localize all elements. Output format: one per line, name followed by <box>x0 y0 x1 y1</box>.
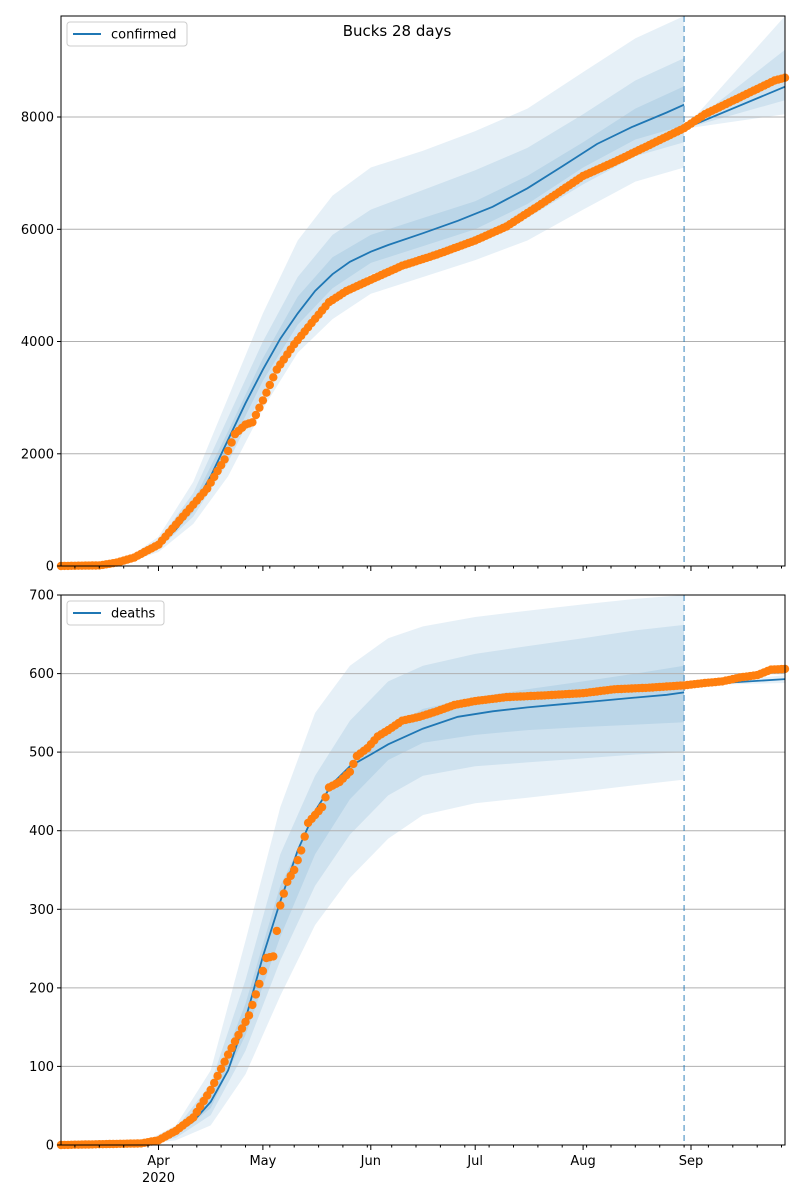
deaths-observed-point <box>255 979 264 989</box>
deaths-observed-point <box>272 926 281 936</box>
confirmed-uncertainty-bands <box>61 16 785 566</box>
deaths-x-tick-label: Aug <box>570 1154 595 1169</box>
confirmed-band-2 <box>61 86 685 566</box>
confirmed-forecast-band-0 <box>684 16 785 129</box>
confirmed-observed-point <box>258 396 268 405</box>
deaths-observed-point <box>279 889 288 898</box>
deaths-observed-point <box>276 901 285 910</box>
confirmed-observed-point <box>269 373 278 382</box>
confirmed-band-0 <box>61 16 685 566</box>
deaths-observed-point <box>248 1000 257 1010</box>
deaths-y-axis: 0 100 200 300 400 500 600 700 <box>29 589 61 1154</box>
confirmed-observed-point <box>265 380 274 390</box>
deaths-uncertainty-bands <box>61 595 785 1145</box>
chart-title: Bucks 28 days <box>343 22 452 40</box>
deaths-x-tick-label: Sep <box>679 1154 704 1169</box>
deaths-y-tick-label: 0 <box>46 1139 54 1154</box>
deaths-observed-point <box>237 1024 247 1033</box>
confirmed-x-axis <box>74 566 782 571</box>
confirmed-band-1 <box>61 58 685 566</box>
confirmed-y-tick-label: 6000 <box>21 223 54 238</box>
deaths-axes-frame <box>60 594 786 1146</box>
deaths-observed-point <box>241 1017 250 1027</box>
deaths-observed-point <box>321 793 330 802</box>
confirmed-legend: confirmed <box>66 21 188 47</box>
confirmed-y-axis: 0 2000 4000 6000 8000 <box>21 111 61 575</box>
confirmed-y-tick-label: 4000 <box>21 335 54 350</box>
deaths-observed-point <box>234 1030 243 1040</box>
deaths-observed-point <box>227 1043 236 1053</box>
confirmed-y-tick-label: 2000 <box>21 447 54 462</box>
deaths-observed-point <box>258 966 268 976</box>
deaths-band-0 <box>61 595 685 1145</box>
confirmed-legend-box <box>66 21 188 47</box>
deaths-observed-point <box>297 846 306 855</box>
deaths-legend: deaths <box>66 600 165 626</box>
confirmed-y-tick-label: 8000 <box>21 111 54 126</box>
deaths-x-axis: Apr 2020 May Jun Jul Aug Sep <box>74 1145 782 1186</box>
deaths-observed-point <box>269 952 278 961</box>
deaths-observed-point <box>244 1011 254 1020</box>
deaths-x-tick-label: Apr <box>147 1154 170 1169</box>
confirmed-observed-point <box>220 455 229 464</box>
deaths-y-tick-label: 500 <box>29 746 54 761</box>
deaths-y-tick-label: 600 <box>29 667 54 682</box>
deaths-x-tick-label: May <box>249 1154 276 1169</box>
deaths-observed-points <box>56 664 790 1150</box>
deaths-observed-point <box>220 1057 229 1066</box>
deaths-legend-box <box>66 600 165 626</box>
confirmed-forecast-band-1 <box>684 49 785 129</box>
deaths-y-tick-label: 700 <box>29 589 54 604</box>
deaths-x-tick-label: Jun <box>360 1154 381 1169</box>
deaths-y-tick-label: 100 <box>29 1060 54 1075</box>
confirmed-axes-frame <box>60 15 786 567</box>
deaths-observed-point <box>300 832 309 841</box>
confirmed-y-tick-label: 0 <box>46 560 54 575</box>
confirmed-observed-point <box>255 403 264 412</box>
deaths-observed-point <box>317 802 327 812</box>
deaths-y-tick-label: 400 <box>29 824 54 839</box>
deaths-observed-point <box>210 1078 219 1088</box>
deaths-observed-point <box>293 856 302 865</box>
deaths-y-tick-label: 200 <box>29 981 54 996</box>
deaths-observed-point <box>349 759 358 769</box>
deaths-observed-point <box>223 1050 233 1059</box>
deaths-observed-point <box>216 1064 226 1074</box>
deaths-y-tick-label: 300 <box>29 903 54 918</box>
deaths-legend-label: deaths <box>111 607 156 622</box>
confirmed-observed-point <box>262 388 271 397</box>
deaths-band-2 <box>61 665 685 1145</box>
deaths-observed-point <box>290 865 299 875</box>
deaths-observed-point <box>206 1085 215 1095</box>
confirmed-observed-point <box>223 446 233 456</box>
deaths-x-tick-label: Jul <box>466 1154 483 1169</box>
deaths-x-year-label: 2020 <box>142 1171 175 1186</box>
confirmed-observed-point <box>248 418 257 427</box>
confirmed-observed-point <box>227 438 236 447</box>
confirmed-legend-label: confirmed <box>111 28 177 43</box>
deaths-observed-point <box>230 1037 240 1046</box>
deaths-observed-point <box>213 1071 222 1081</box>
deaths-observed-point <box>345 767 355 776</box>
confirmed-panel: 0 2000 4000 6000 8000 confirmed <box>21 15 790 575</box>
deaths-band-1 <box>61 624 685 1145</box>
confirmed-observed-point <box>251 410 261 420</box>
deaths-observed-point <box>251 990 261 999</box>
